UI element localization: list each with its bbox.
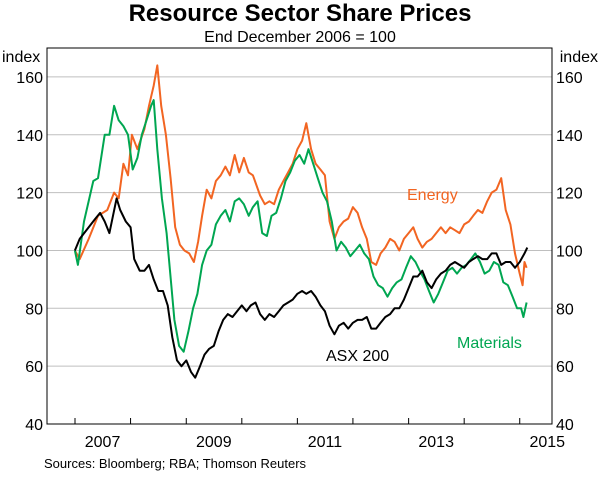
y-axis-unit-right: index [559, 49, 598, 66]
y-tick-left-140: 140 [16, 128, 43, 145]
chart-subtitle: End December 2006 = 100 [204, 29, 396, 46]
y-tick-right-100: 100 [556, 243, 583, 260]
series-label-energy: Energy [407, 187, 458, 204]
series-line-materials [73, 99, 528, 353]
y-tick-right-140: 140 [556, 128, 583, 145]
chart-title: Resource Sector Share Prices [128, 0, 472, 27]
series-line-energy [74, 64, 528, 287]
x-tick-label-2011: 2011 [308, 434, 343, 451]
y-tick-left-40: 40 [25, 417, 43, 434]
x-tick-label-2007: 2007 [85, 434, 121, 451]
y-axis-unit-left: index [2, 49, 41, 66]
y-tick-left-80: 80 [25, 301, 43, 318]
y-tick-right-160: 160 [556, 70, 583, 87]
y-tick-right-60: 60 [556, 359, 574, 376]
y-tick-left-60: 60 [25, 359, 43, 376]
y-tick-left-100: 100 [16, 243, 43, 260]
y-tick-left-160: 160 [16, 70, 43, 87]
y-tick-left-120: 120 [16, 186, 43, 203]
x-tick-label-2009: 2009 [196, 434, 232, 451]
plot-frame [46, 47, 553, 425]
y-tick-right-80: 80 [556, 301, 574, 318]
y-tick-right-120: 120 [556, 186, 583, 203]
x-tick-label-2015: 2015 [529, 434, 565, 451]
sources-note: Sources: Bloomberg; RBA; Thomson Reuters [44, 456, 307, 471]
series-line-asx-200 [73, 197, 529, 379]
y-tick-right-40: 40 [556, 417, 574, 434]
x-tick-label-2013: 2013 [418, 434, 454, 451]
series-label-asx-200: ASX 200 [326, 348, 389, 365]
series-label-materials: Materials [457, 335, 522, 352]
